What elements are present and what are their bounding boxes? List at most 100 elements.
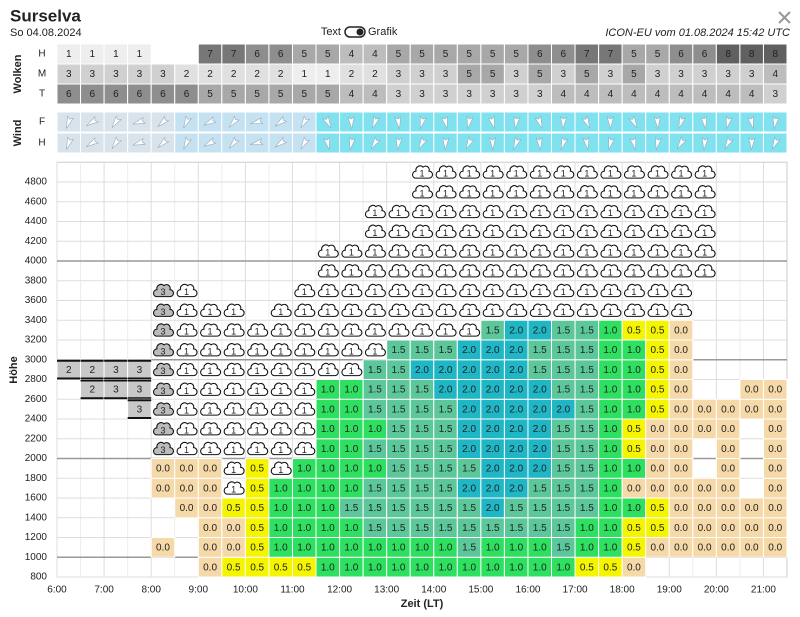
cloud-label: 1 [514, 169, 519, 179]
wind-arrow [608, 136, 616, 150]
cloud-icon [671, 165, 693, 179]
cloud-cover-label: 5 [466, 49, 472, 60]
cloud-cover-label: 6 [702, 49, 708, 60]
cloud-label: 3 [160, 406, 165, 416]
cloud-icon [364, 343, 386, 357]
cloud-label: 1 [278, 366, 283, 376]
climb-label: 1.0 [321, 424, 335, 435]
climb-label: 0.0 [627, 483, 641, 494]
climb-label: 0.5 [627, 325, 641, 336]
cloud-icon [153, 402, 175, 416]
y-tick-label: 2400 [25, 414, 48, 425]
climb-label: 1.5 [556, 444, 570, 455]
cloud-icon [671, 303, 693, 317]
y-tick-label: 800 [30, 572, 47, 583]
cloud-label: 1 [467, 248, 472, 258]
y-tick-label: 4800 [25, 177, 48, 188]
climb-label: 2.0 [462, 444, 476, 455]
cloud-cover-label: 4 [725, 89, 731, 100]
wind-arrow [419, 115, 427, 129]
cloud-label: 1 [231, 465, 236, 475]
cloud-label: 1 [184, 445, 189, 455]
cloud-label: 1 [231, 485, 236, 495]
cloud-icon [459, 303, 481, 317]
cloud-label: 1 [608, 307, 613, 317]
climb-label: 1.0 [368, 543, 382, 554]
climb-label: 1.5 [486, 325, 500, 336]
climb-label: 1.0 [321, 464, 335, 475]
climb-label: 1.5 [415, 523, 429, 534]
y-tick-label: 3000 [25, 354, 48, 365]
cloud-label: 1 [184, 386, 189, 396]
cloud-icon [529, 224, 551, 238]
cloud-label: 1 [302, 425, 307, 435]
cloud-icon [482, 264, 504, 278]
climb-label: 1.0 [486, 543, 500, 554]
climb-label: 1.0 [509, 543, 523, 554]
climb-label: 1.5 [415, 503, 429, 514]
cloud-label: 1 [184, 346, 189, 356]
climb-label: 0.0 [745, 404, 759, 415]
cloud-icon [576, 244, 598, 258]
cloud-label: 1 [302, 366, 307, 376]
cloud-icon [412, 244, 434, 258]
close-button[interactable] [778, 11, 791, 24]
x-tick-label: 16:00 [515, 585, 540, 596]
cloud-cover-label: 1 [137, 49, 143, 60]
cloud-cover-label: 3 [749, 69, 755, 80]
cloud-label: 1 [396, 248, 401, 258]
cloud-icon [176, 441, 198, 456]
cloud-label: 1 [372, 346, 377, 356]
cloud-cover-label: 2 [231, 69, 237, 80]
cloud-cover-label: 4 [631, 89, 637, 100]
cloud-icon [671, 244, 693, 258]
model-info: ICON-EU vom 01.08.2024 15:42 UTC [605, 27, 790, 39]
climb-label: 1.0 [603, 543, 617, 554]
cloud-cover-label: 5 [325, 49, 331, 60]
cloud-icon [435, 303, 457, 317]
cloud-icon [459, 204, 481, 219]
cloud-label: 1 [467, 327, 472, 337]
climb-label: 0.0 [203, 483, 217, 494]
cloud-icon [364, 283, 386, 298]
wind-arrow [132, 137, 146, 146]
cloud-label: 1 [490, 248, 495, 258]
cloud-icon [482, 303, 504, 317]
climb-label: 1.0 [344, 424, 358, 435]
cloud-label: 1 [514, 188, 519, 198]
cloud-label: 1 [255, 425, 260, 435]
x-tick-label: 18:00 [610, 585, 635, 596]
climb-label: 1.5 [556, 424, 570, 435]
climb-label: 1.0 [627, 345, 641, 356]
cloud-label: 1 [514, 228, 519, 238]
cloud-icon [153, 343, 175, 357]
climb-label: 2.0 [509, 325, 523, 336]
cloud-label: 1 [325, 346, 330, 356]
climb-label: 0.5 [250, 523, 264, 534]
cloud-icon [176, 283, 198, 298]
cloud-cover-label: 1 [301, 69, 307, 80]
climb-label: 1.5 [368, 365, 382, 376]
cloud-label: 1 [349, 248, 354, 258]
climb-label: 1.5 [556, 523, 570, 534]
climb-label: 1.5 [580, 444, 594, 455]
cloud-cover-cell [174, 43, 199, 65]
climb-label: 1.0 [344, 523, 358, 534]
climb-label: 1.5 [368, 523, 382, 534]
cloud-icon [270, 422, 292, 436]
cloud-icon [270, 303, 292, 317]
climb-label: 1.5 [439, 483, 453, 494]
x-tick-label: 20:00 [704, 585, 729, 596]
climb-label: 2.0 [486, 385, 500, 396]
climb-label: 1.0 [321, 404, 335, 415]
climb-label: 0.5 [627, 444, 641, 455]
climb-label: 0.5 [651, 404, 665, 415]
cloud-icon [553, 224, 575, 238]
climb-label: 1.0 [274, 543, 288, 554]
cloud-icon [482, 224, 504, 238]
cloud-icon [482, 283, 504, 298]
cloud-label: 1 [208, 445, 213, 455]
cloud-label: 1 [443, 188, 448, 198]
cloud-icon [270, 343, 292, 357]
climb-label: 1.0 [368, 424, 382, 435]
